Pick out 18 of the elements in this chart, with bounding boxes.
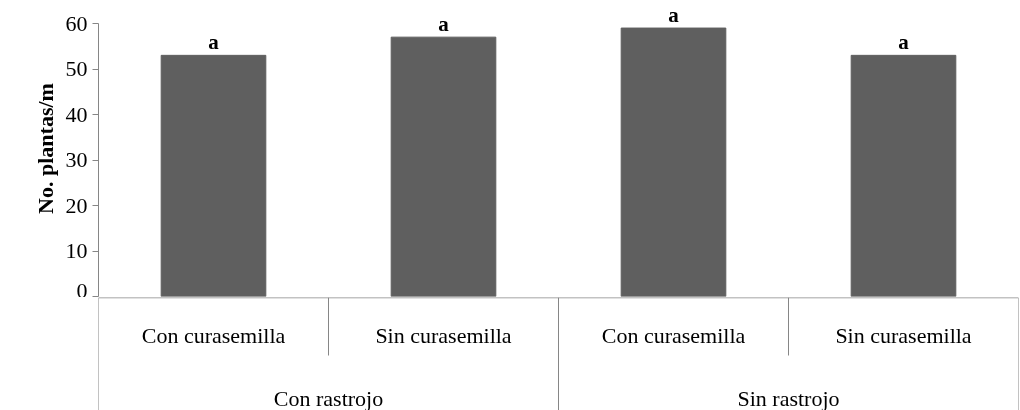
data-label: a — [208, 30, 220, 55]
text: Sin rastrojo — [737, 386, 840, 410]
y-tick-label: 30 — [65, 147, 88, 172]
y-tick-label: 20 — [65, 192, 88, 218]
y-tick-label: 0 — [76, 277, 88, 303]
x-tick-label: Sin curasemilla — [375, 323, 512, 348]
y-tick-label: 10 — [65, 238, 88, 263]
y-tick-label: 40 — [65, 101, 88, 127]
data-label: a — [668, 3, 680, 28]
text: Con rastrojo — [273, 386, 384, 410]
data-label: a — [438, 12, 450, 37]
y-axis-title: No. plantas/m — [32, 83, 58, 214]
y-tick-label: 60 — [65, 10, 88, 36]
x-tick-label: Con curasemilla — [601, 323, 746, 348]
x-tick-label: Con curasemilla — [141, 323, 286, 348]
data-label: a — [898, 30, 910, 55]
y-tick-label: 50 — [65, 56, 88, 81]
x-tick-label: Sin curasemilla — [835, 323, 972, 348]
